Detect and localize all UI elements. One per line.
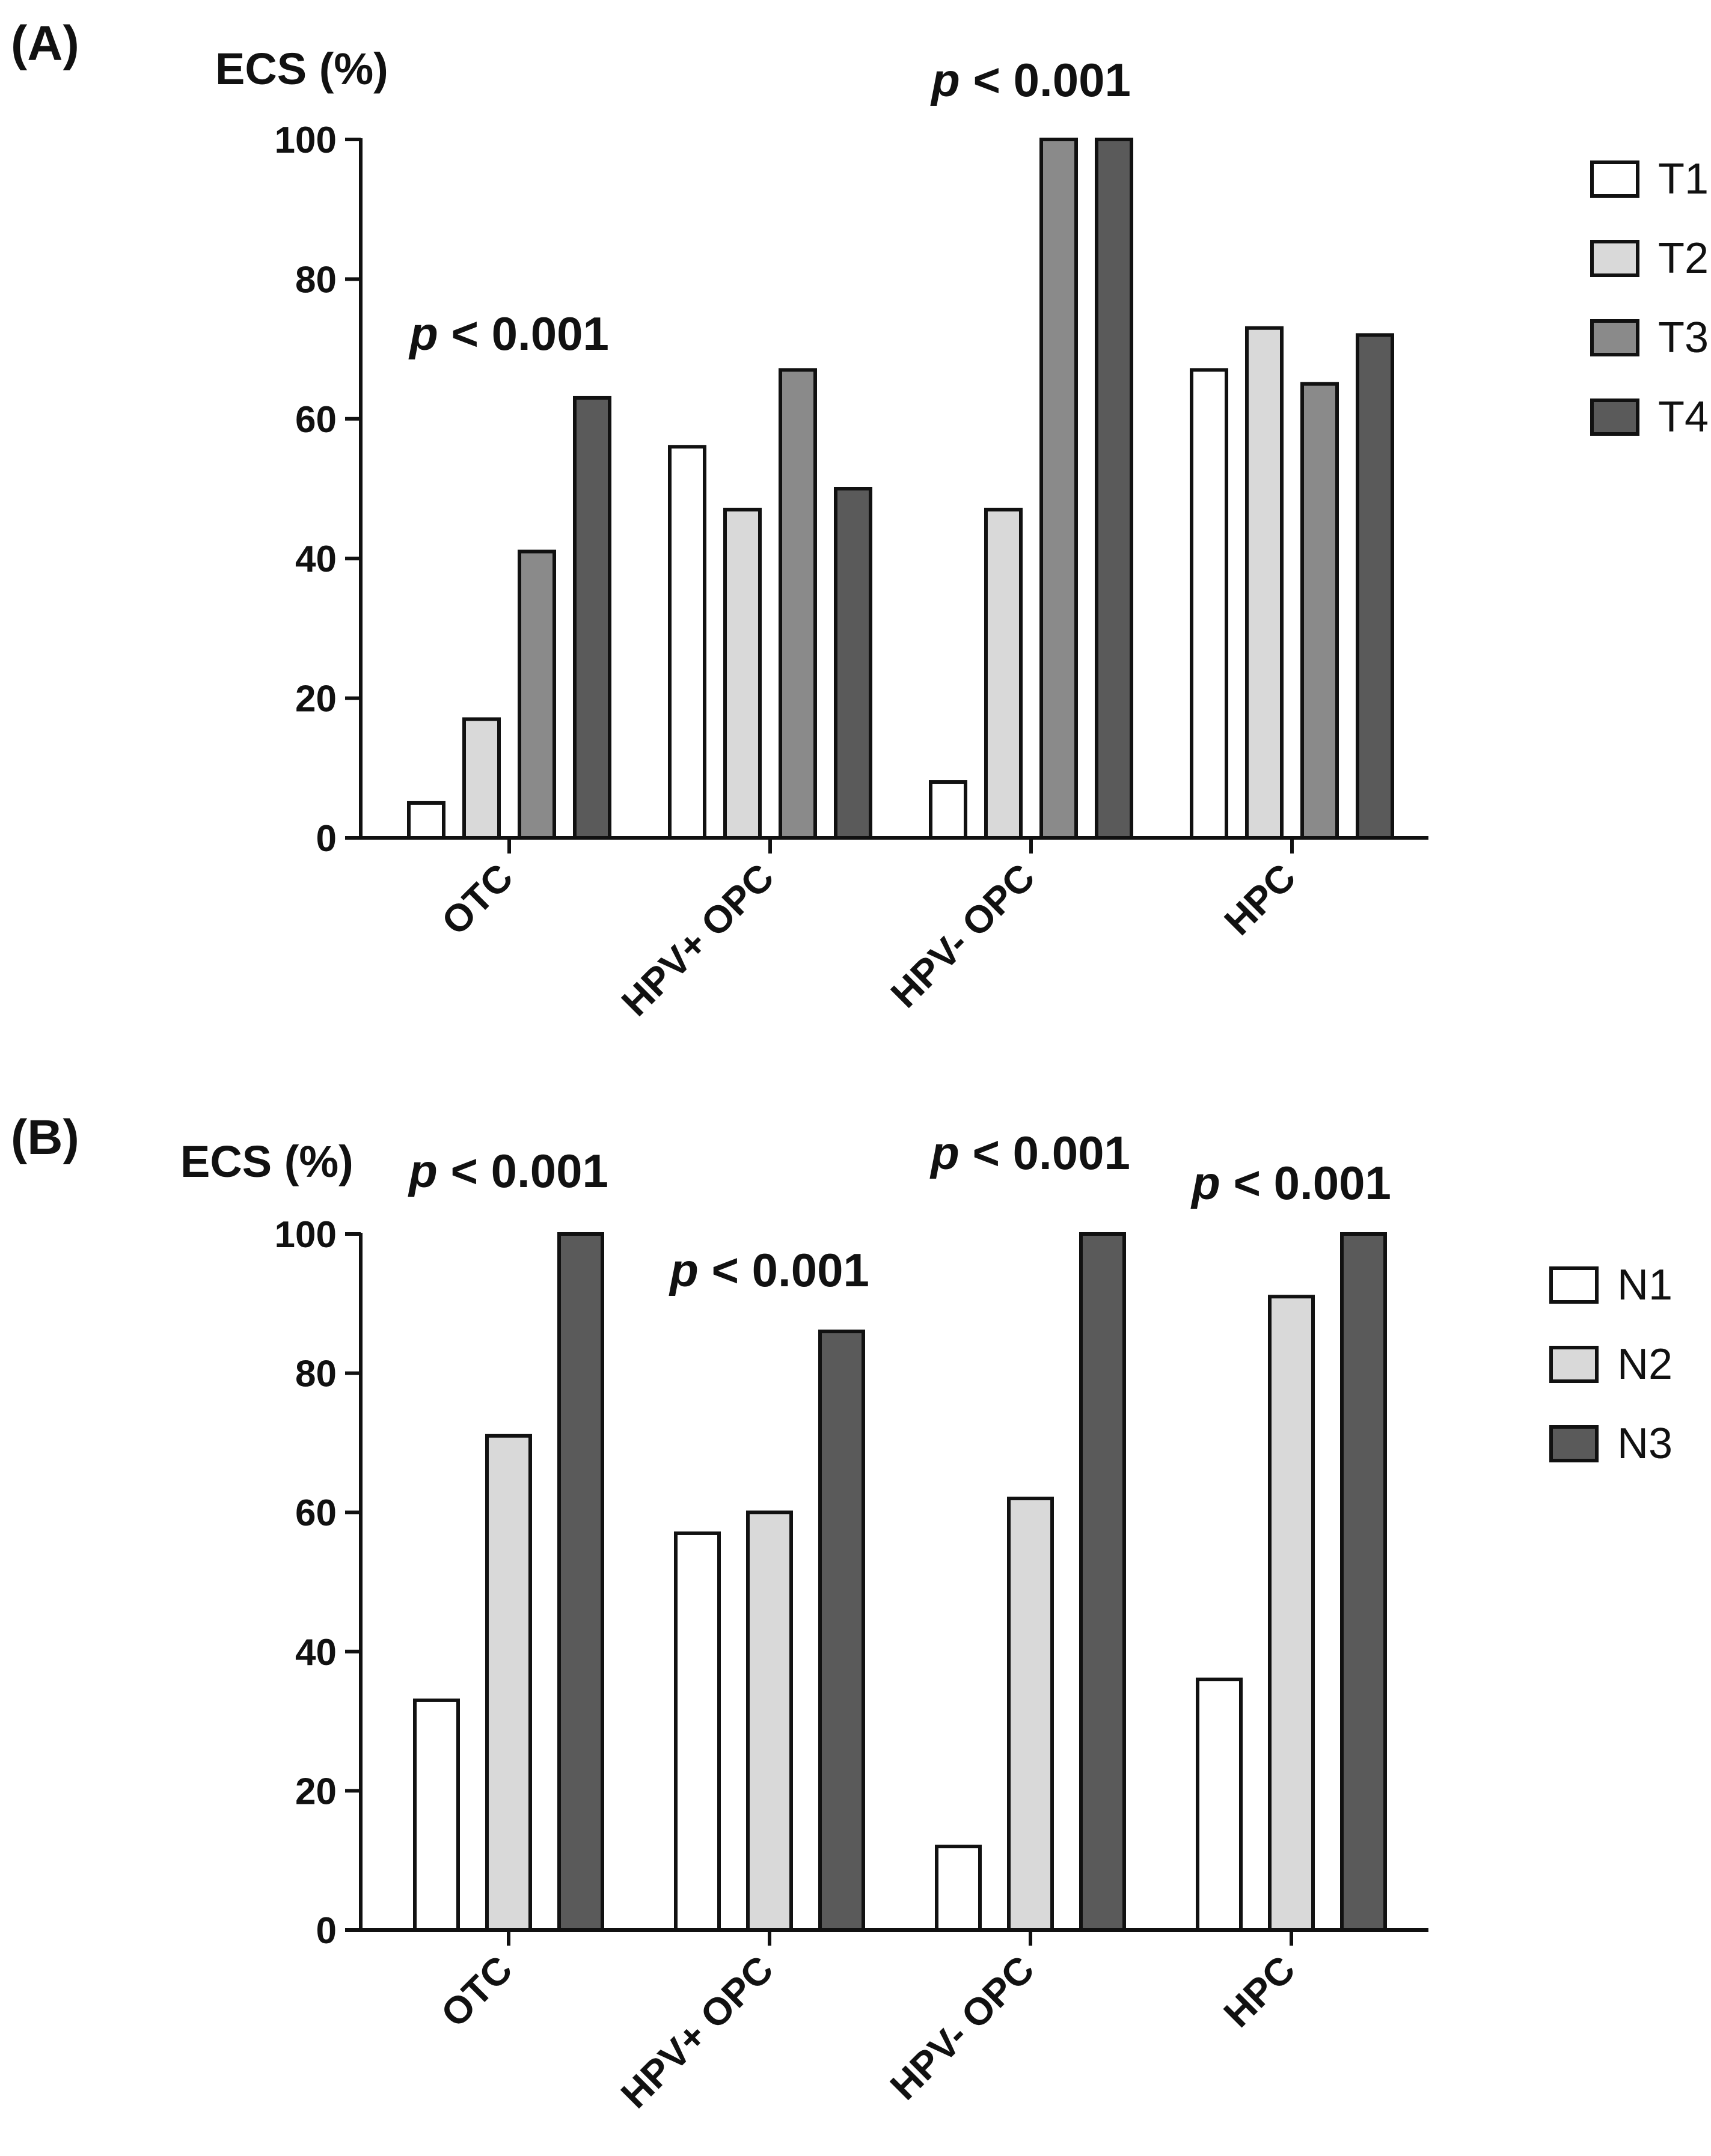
panel-a-bar-hpv-opc-t3 — [779, 368, 817, 840]
panel-a-bar-otc-t1 — [407, 801, 445, 840]
panel-a-bar-otc-t4 — [573, 395, 611, 840]
panel-b-chart: (B) ECS (%) 0 20 40 60 80 100 OTC HPV+ OPC HPV-… — [11, 1110, 1673, 2116]
panel-a-legend-swatch-t3 — [1590, 319, 1639, 356]
panel-a-bar-hpc-t1 — [1190, 368, 1228, 840]
panel-b-y-tick-label: 80 — [295, 1354, 337, 1395]
panel-a-y-tick-label: 80 — [295, 259, 337, 301]
panel-b-legend-swatch-n1 — [1549, 1266, 1599, 1304]
panel-b-category-label-hpc: HPC — [1215, 1947, 1303, 2035]
panel-a-p-value-otc: p < 0.001 — [408, 307, 609, 360]
panel-a-legend-label-t4: T4 — [1658, 393, 1709, 441]
panel-b-bar-hpc-n2 — [1268, 1295, 1315, 1932]
panel-a-annotations: p < 0.001 p < 0.001 — [408, 53, 1131, 360]
panel-b-y-tick-label: 100 — [275, 1214, 337, 1256]
panel-a-y-tick-label: 0 — [316, 818, 337, 860]
panel-a-y-axis-label: ECS (%) — [215, 44, 388, 94]
panel-a-y-tick-label: 40 — [295, 539, 337, 580]
panel-a-y-tick-label: 100 — [275, 120, 337, 161]
panel-b-p-value-hpv-opc: p < 0.001 — [669, 1244, 869, 1296]
panel-a-legend: T1 T2 T3 T4 — [1590, 155, 1709, 441]
panel-b-legend-swatch-n3 — [1549, 1425, 1599, 1462]
panel-a-p-value-hpv-opc: p < 0.001 — [930, 53, 1131, 106]
panel-b-bar-otc-n3 — [557, 1232, 604, 1932]
panel-a-bar-hpv-opc-t2 — [984, 507, 1023, 840]
panel-b-y-tick-label: 20 — [295, 1771, 337, 1812]
panel-b-bar-hpv-opc-n2 — [746, 1510, 793, 1932]
panel-b-legend: N1 N2 N3 — [1549, 1261, 1673, 1468]
panel-a-y-tick-label: 20 — [295, 679, 337, 720]
panel-b-category-label-hpv-opc: HPV+ OPC — [613, 1947, 782, 2116]
panel-a-category-label-otc: OTC — [433, 855, 521, 943]
panel-a-legend-label-t3: T3 — [1658, 314, 1709, 362]
panel-b-bar-hpv-opc-n1 — [674, 1531, 721, 1932]
panel-a-legend-swatch-t2 — [1590, 240, 1639, 277]
panel-a-bar-hpv-opc-t3 — [1039, 138, 1078, 840]
panel-a-bar-hpv-opc-t4 — [834, 487, 872, 840]
panel-b-bar-hpv-opc-n3 — [1079, 1232, 1126, 1932]
panel-b-bar-hpv-opc-n3 — [818, 1330, 865, 1932]
panel-a-y-ticks: 0 20 40 60 80 100 — [275, 120, 361, 860]
panel-a-legend-swatch-t1 — [1590, 160, 1639, 198]
panel-b-y-tick-label: 0 — [316, 1910, 337, 1952]
panel-a-bar-hpv-opc-t1 — [929, 780, 967, 840]
panel-a-bar-hpv-opc-t4 — [1095, 138, 1133, 840]
panel-b-bar-hpc-n3 — [1340, 1232, 1387, 1932]
panel-b-category-label-hpv-opc: HPV- OPC — [882, 1947, 1042, 2108]
panel-b-bar-hpv-opc-n1 — [935, 1845, 982, 1932]
panel-a-bar-hpc-t4 — [1356, 333, 1394, 840]
panel-b-label: (B) — [11, 1110, 79, 1165]
panel-b-y-axis-label: ECS (%) — [180, 1137, 354, 1186]
panel-a-legend-swatch-t4 — [1590, 399, 1639, 436]
panel-a-category-label-hpv-opc: HPV+ OPC — [613, 855, 782, 1024]
panel-b-y-tick-label: 40 — [295, 1632, 337, 1673]
panel-b-annotations: p < 0.001 p < 0.001 p < 0.001 p < 0.001 — [408, 1126, 1391, 1296]
panel-a-bar-hpc-t3 — [1300, 382, 1339, 840]
panel-a-chart: (A) ECS (%) 0 20 40 60 80 100 OTC HPV+ OPC HPV-… — [11, 16, 1709, 1024]
panel-a-bar-otc-t2 — [462, 717, 501, 840]
panel-b-p-value-hpc: p < 0.001 — [1190, 1156, 1391, 1209]
panel-a-category-labels: OTC HPV+ OPC HPV- OPC HPC — [433, 838, 1304, 1024]
panel-b-y-tick-label: 60 — [295, 1492, 337, 1534]
panel-b-p-value-hpv-opc: p < 0.001 — [929, 1126, 1130, 1179]
panel-b-legend-label-n2: N2 — [1617, 1340, 1673, 1388]
panel-b-legend-label-n3: N3 — [1617, 1420, 1673, 1468]
panel-a-bars — [407, 138, 1394, 840]
panel-a-label: (A) — [11, 16, 79, 71]
panel-b-legend-label-n1: N1 — [1617, 1261, 1673, 1309]
panel-b-p-value-otc: p < 0.001 — [408, 1144, 608, 1197]
panel-a-category-label-hpc: HPC — [1216, 855, 1303, 943]
panel-a-bar-hpv-opc-t2 — [723, 507, 762, 840]
panel-b-category-labels: OTC HPV+ OPC HPV- OPC HPC — [432, 1930, 1303, 2116]
panel-a-y-tick-label: 60 — [295, 399, 337, 441]
panel-b-y-ticks: 0 20 40 60 80 100 — [275, 1214, 361, 1952]
panel-a-bar-hpc-t2 — [1245, 326, 1284, 840]
panel-a-legend-label-t1: T1 — [1658, 155, 1709, 203]
panel-a-bar-hpv-opc-t1 — [668, 445, 706, 840]
panel-b-bar-hpv-opc-n2 — [1007, 1497, 1054, 1932]
panel-b-legend-swatch-n2 — [1549, 1346, 1599, 1383]
panel-b-bar-hpc-n1 — [1196, 1678, 1243, 1932]
panel-a-category-label-hpv-opc: HPV- OPC — [883, 855, 1043, 1016]
panel-a-legend-label-t2: T2 — [1658, 234, 1709, 282]
panel-a-bar-otc-t3 — [518, 549, 556, 840]
panel-b-bar-otc-n1 — [413, 1698, 460, 1932]
panel-b-bars — [413, 1232, 1387, 1932]
panel-b-axes — [359, 1233, 1428, 1932]
panel-b-bar-otc-n2 — [485, 1434, 532, 1932]
panel-b-category-label-otc: OTC — [432, 1947, 520, 2035]
